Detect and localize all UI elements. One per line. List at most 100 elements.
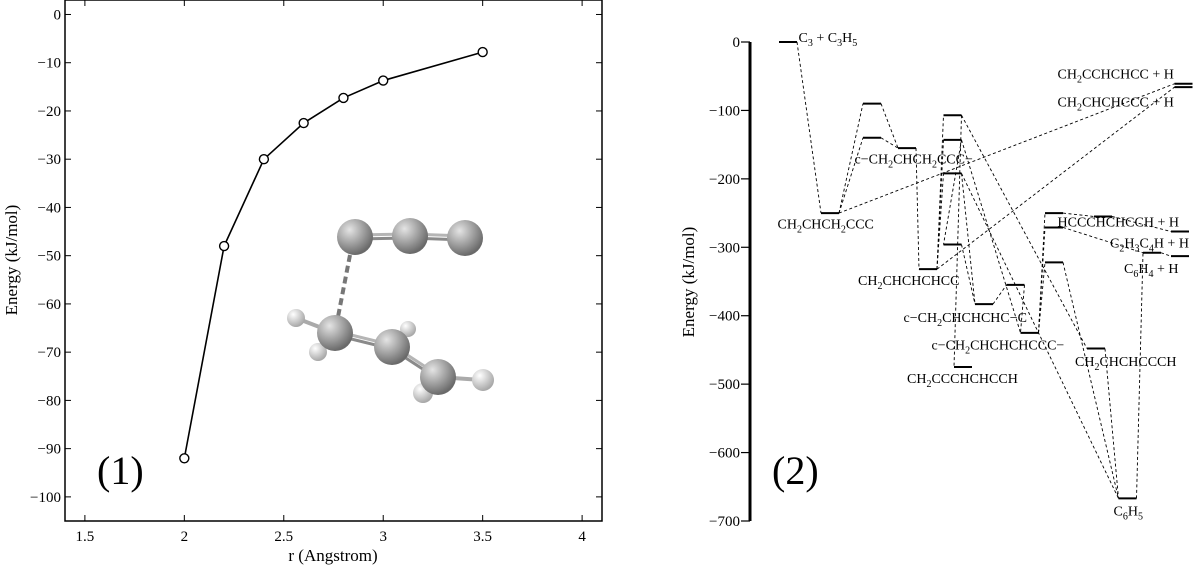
panel-2-label: (2) (772, 448, 819, 493)
species-label-part: 3 (1134, 243, 1139, 254)
species-label-part: CCC (846, 217, 874, 232)
connection-line (1038, 213, 1046, 333)
species-label-part: 6 (1123, 512, 1128, 523)
species-label-part: 3 (837, 38, 842, 49)
x-tick-label: 2 (181, 529, 189, 545)
species-label-part: c−CH (855, 152, 889, 167)
species-label-part: C (1110, 236, 1119, 251)
species-label-part: c−CH (932, 338, 966, 353)
species-label-part: 2 (877, 281, 882, 292)
species-label: CH2CHCHCCC + H (1058, 96, 1174, 114)
species-label-part: C (1114, 505, 1123, 520)
species-label-part: 2 (965, 345, 970, 356)
species-label-part: H (1128, 505, 1138, 520)
species-label-part: 4 (1149, 243, 1154, 254)
panel-2-y-ticks: 0 −100 −200 −300 −400 −500 −600 −700 (709, 35, 750, 530)
species-label-part: C (1124, 262, 1133, 277)
connection-line (953, 115, 962, 368)
connection-line (880, 103, 899, 149)
hydrogen-atom (309, 343, 327, 361)
species-label-part: CH (1075, 355, 1094, 370)
connection-line (1038, 227, 1046, 333)
connection-line (936, 115, 944, 270)
x-tick-label: 2.5 (274, 529, 293, 545)
y-tick-label: −90 (38, 442, 61, 458)
panel-2-connections (796, 41, 1175, 499)
species-label-part: CHCH (802, 217, 841, 232)
species-label-part: CHCH (893, 152, 932, 167)
species-label-part: C (799, 31, 808, 46)
species-label-part: CH (778, 217, 797, 232)
species-label: C2H3C4H + H (1110, 236, 1189, 254)
data-point (378, 75, 389, 86)
species-label-part: 2 (797, 224, 802, 235)
connection-line (1136, 252, 1144, 499)
y-tick-label: −70 (38, 345, 61, 361)
species-label-part: CHCHCCCH (1099, 355, 1176, 370)
y-tick-label: −100 (709, 103, 740, 119)
panel-1-plot-frame (64, 0, 603, 522)
y-tick-label: −100 (30, 490, 61, 506)
data-point (338, 92, 349, 104)
species-label: C6H5 (1114, 505, 1143, 523)
connection-line (961, 139, 1021, 333)
y-tick-label: −600 (709, 446, 740, 462)
species-label-part: 2 (888, 159, 893, 170)
species-label-part: 5 (1138, 512, 1143, 523)
species-label-part: 4 (1148, 269, 1153, 280)
species-label-part: CHCHCHCC (882, 274, 959, 289)
y-tick-label: −10 (38, 56, 61, 72)
y-tick-label: −20 (38, 104, 61, 120)
panel-1-label: (1) (97, 448, 144, 493)
species-label-part: C (1139, 236, 1148, 251)
y-tick-label: −30 (38, 152, 61, 168)
data-point (179, 453, 190, 464)
species-label-part: HCCCHCHCCH + H (1058, 215, 1179, 230)
species-label-part: 2 (937, 318, 942, 329)
panel-2-ylabel: Energy (kJ/mol) (679, 227, 698, 338)
species-label-part: 2 (1094, 362, 1099, 373)
species-label-part: CCC− (937, 152, 973, 167)
panel-1-axes: 1.5 2 2.5 3 3.5 4 0 −10 −20 −30 −40 −50 −60 −70 −80 −90… (30, 0, 602, 545)
hydrogen-atom (287, 309, 305, 327)
connection-line (1104, 348, 1119, 499)
connection-line (961, 173, 976, 305)
data-point (218, 240, 230, 252)
y-tick-label: −200 (709, 172, 740, 188)
connection-line (936, 86, 1175, 270)
panel-1-xlabel: r (Angstrom) (288, 546, 377, 565)
species-label-part: CH (1058, 67, 1077, 82)
data-point (477, 46, 488, 58)
connection-line (943, 139, 962, 245)
panel-2-energy-diagram: 0−100−200−300−400−500−600−700 C3 + C3H5C… (679, 31, 1193, 530)
panel-2-levels (779, 41, 1193, 500)
y-tick-label: −60 (38, 297, 61, 313)
species-label: C3 + C3H5 (799, 31, 858, 49)
y-tick-label: 0 (733, 35, 741, 51)
species-label-part: H (1138, 262, 1148, 277)
y-tick-label: −300 (709, 240, 740, 256)
molecule-inset (287, 218, 494, 403)
species-label-part: CHCHCHCCC− (970, 338, 1064, 353)
y-tick-label: −40 (38, 200, 61, 216)
y-tick-label: −50 (38, 249, 61, 265)
species-label-part: 6 (1133, 269, 1138, 280)
species-label-part: 2 (932, 159, 937, 170)
connection-line (1062, 262, 1119, 499)
species-label-part: + H (1153, 262, 1178, 277)
connection-line (1020, 284, 1025, 333)
hydrogen-atom (472, 369, 494, 391)
species-label-part: 3 (808, 38, 813, 49)
species-label-part: CHCHCHC−C (942, 311, 1027, 326)
data-point (298, 117, 309, 129)
species-label-part: CCHCHCC + H (1082, 67, 1174, 82)
species-label: C6H4 + H (1124, 262, 1178, 280)
carbon-atom (337, 219, 373, 255)
species-label-part: 2 (1077, 103, 1082, 114)
species-label-part: CCCHCHCCH (931, 372, 1017, 387)
carbon-atom (392, 218, 428, 254)
connection-line (1111, 216, 1172, 232)
connection-line (915, 148, 920, 270)
species-label: CH2CHCHCCCH (1075, 355, 1176, 373)
species-label-part: CH (858, 274, 877, 289)
